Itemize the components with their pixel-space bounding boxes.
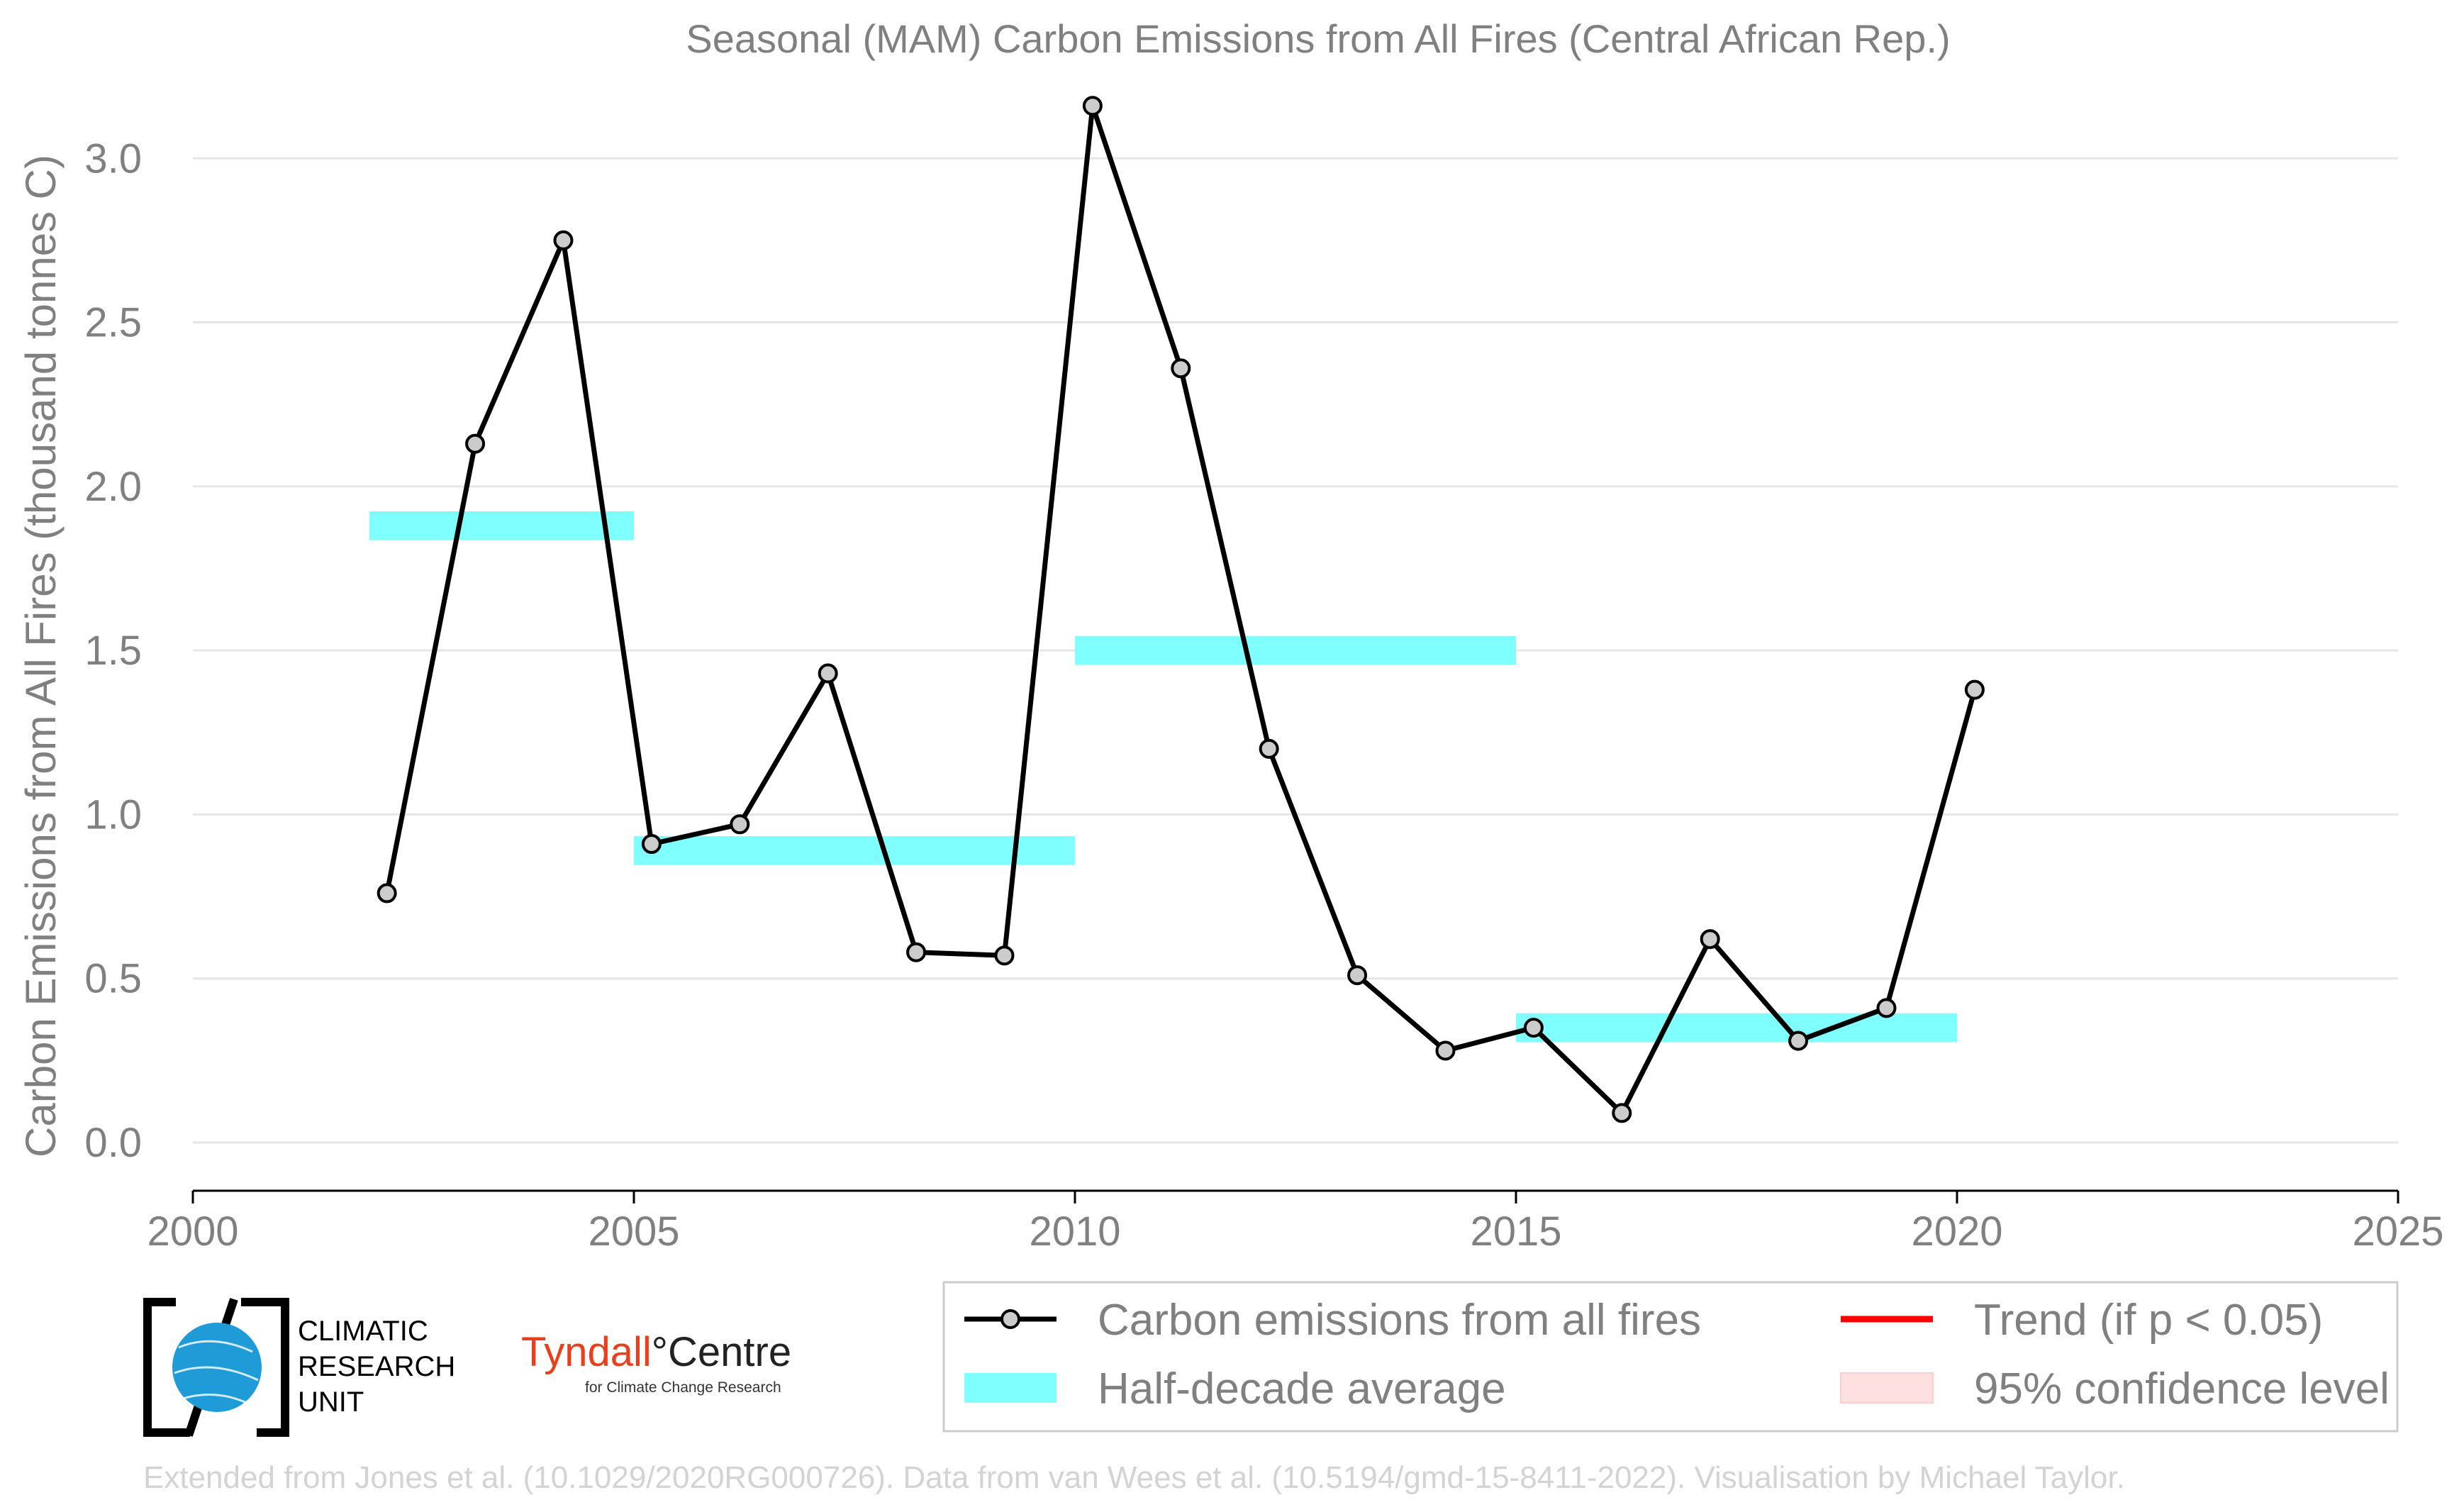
data-point (1259, 738, 1279, 759)
x-tick-label: 2005 (588, 1208, 679, 1255)
legend-swatch-half-decade (964, 1373, 1057, 1403)
data-point (730, 814, 750, 835)
half-decade-bands (369, 511, 1957, 1043)
data-point (818, 663, 838, 684)
cru-bracket-left (143, 1298, 190, 1437)
data-point (1347, 965, 1368, 986)
legend-label-trend: Trend (if p < 0.05) (1974, 1296, 2323, 1345)
data-point (641, 834, 662, 855)
y-tick-label: 3.0 (84, 135, 142, 182)
data-point (906, 942, 927, 962)
x-tick-label: 2000 (147, 1208, 238, 1255)
emissions-line (384, 103, 1978, 1116)
half-decade-band (634, 835, 1075, 865)
x-tick-label: 2015 (1470, 1208, 1561, 1255)
y-tick-label: 1.0 (84, 791, 142, 838)
x-axis-ticks: 2000 2005 2010 2015 2020 2025 (147, 1191, 2444, 1255)
y-axis-ticks: 0.0 0.5 1.0 1.5 2.0 2.5 3.0 (84, 135, 142, 1166)
cru-bracket-right (241, 1298, 289, 1437)
tyndall-subtitle: for Climate Change Research (585, 1379, 781, 1396)
data-point (1171, 358, 1191, 379)
data-point (1435, 1040, 1456, 1061)
data-point (465, 433, 486, 454)
tyndall-wordmark: Tyndall°Centre (521, 1329, 791, 1375)
cru-logo: CLIMATIC RESEARCH UNIT (143, 1298, 455, 1437)
half-decade-band (1516, 1013, 1957, 1043)
data-point (1788, 1030, 1809, 1051)
y-tick-label: 0.5 (84, 956, 142, 1002)
data-point (1082, 96, 1103, 116)
cru-line-2: RESEARCH (298, 1351, 455, 1382)
x-tick-label: 2020 (1911, 1208, 2002, 1255)
legend-label-confidence: 95% confidence level (1974, 1364, 2390, 1413)
series-points (377, 96, 1985, 1123)
legend-label-half-decade: Half-decade average (1098, 1364, 1506, 1413)
data-point (1523, 1018, 1544, 1038)
tyndall-logo: Tyndall°Centre for Climate Change Resear… (521, 1329, 791, 1396)
data-point (553, 230, 574, 250)
legend-frame (942, 1281, 2399, 1433)
credit-line: Extended from Jones et al. (10.1029/2020… (143, 1460, 2125, 1495)
x-tick-label: 2010 (1029, 1208, 1120, 1255)
y-tick-label: 1.5 (84, 628, 142, 674)
y-tick-label: 0.0 (84, 1120, 142, 1166)
series-line-layer (384, 103, 1978, 1116)
data-point (1700, 929, 1720, 950)
chart-title: Seasonal (MAM) Carbon Emissions from All… (686, 16, 1950, 61)
y-axis-label: Carbon Emissions from All Fires (thousan… (17, 155, 65, 1157)
data-point (377, 883, 397, 904)
data-point (994, 945, 1015, 966)
data-point (1876, 998, 1897, 1018)
x-tick-label: 2025 (2352, 1208, 2443, 1255)
legend: Carbon emissions from all fires Trend (i… (942, 1281, 2399, 1433)
half-decade-band (369, 511, 634, 540)
data-point (1964, 679, 1985, 700)
half-decade-band (1075, 635, 1516, 665)
legend-label-emissions: Carbon emissions from all fires (1098, 1296, 1701, 1345)
cru-line-3: UNIT (298, 1386, 364, 1418)
y-tick-label: 2.0 (84, 464, 142, 510)
y-tick-label: 2.5 (84, 300, 142, 346)
cru-line-1: CLIMATIC (298, 1316, 428, 1347)
legend-swatch-emissions-marker (1000, 1309, 1020, 1329)
data-point (1612, 1103, 1632, 1123)
globe-contours (174, 1340, 259, 1406)
legend-swatch-confidence (1840, 1372, 1934, 1403)
